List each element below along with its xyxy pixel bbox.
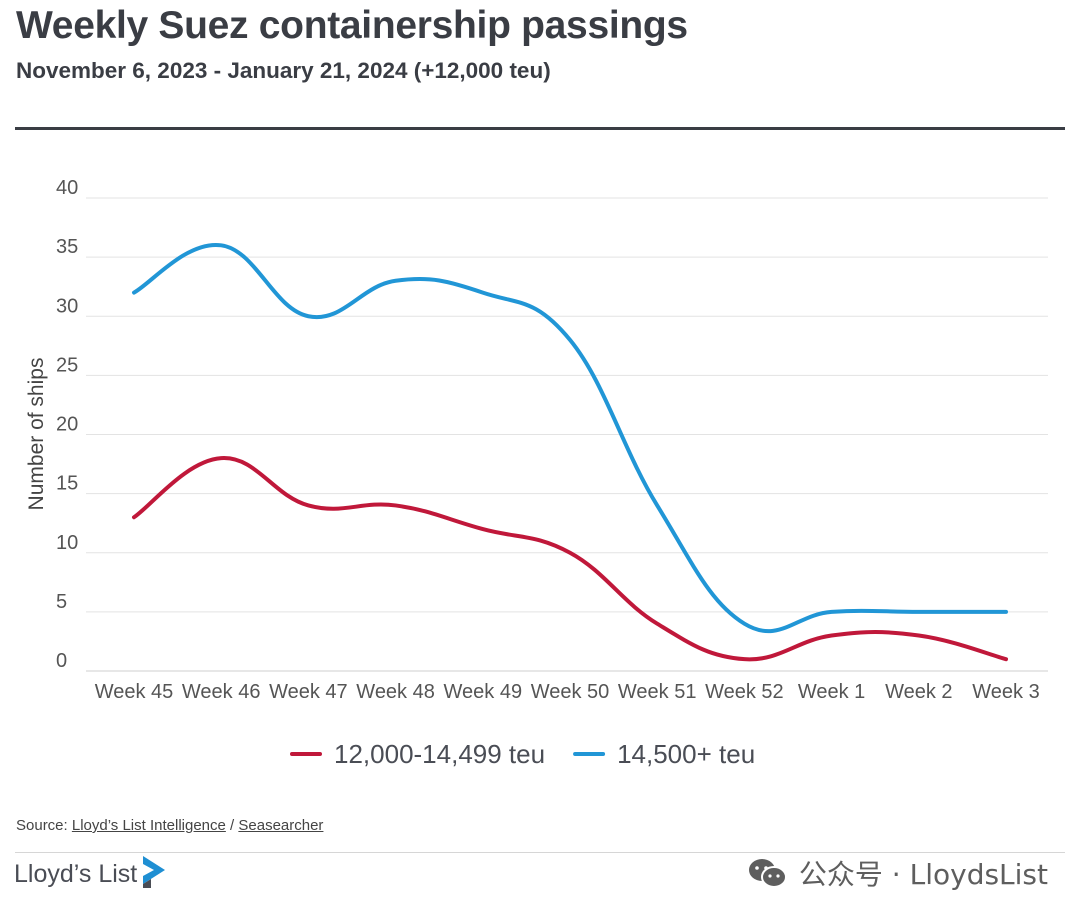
chart-subtitle: November 6, 2023 - January 21, 2024 (+12… (16, 58, 551, 83)
x-tick-label: Week 49 (444, 681, 523, 703)
wechat-icon (748, 859, 787, 888)
y-tick-label: 10 (56, 532, 78, 554)
watermark: 公众号 · LloydsList (747, 853, 1048, 893)
y-tick-label: 5 (56, 591, 67, 613)
series-line-2 (132, 243, 1008, 634)
y-axis-ticks: 0 5 10 15 20 25 30 35 40 (56, 177, 78, 672)
x-tick-label: Week 50 (531, 681, 610, 703)
chart-title: Weekly Suez containership passings (16, 4, 688, 47)
y-tick-label: 15 (56, 473, 78, 495)
series-line-1 (132, 456, 1008, 662)
source-separator: / (225, 817, 239, 834)
x-tick-label: Week 1 (798, 681, 865, 703)
header-divider (15, 127, 1065, 130)
brand-logo: Lloyd’s List (14, 855, 167, 889)
x-axis-ticks: Week 45 Week 46 Week 47 Week 48 Week 49 Week … (95, 681, 1040, 703)
legend-label-1: 12,000-14,499 teu (334, 739, 545, 769)
legend: 12,000-14,499 teu 14,500+ teu (290, 739, 755, 769)
x-tick-label: Week 48 (356, 681, 435, 703)
legend-label-2: 14,500+ teu (617, 739, 755, 769)
y-axis-label: Number of ships (25, 358, 48, 511)
x-tick-label: Week 45 (95, 681, 174, 703)
y-tick-label: 0 (56, 650, 67, 672)
y-tick-label: 20 (56, 414, 78, 436)
x-tick-label: Week 51 (618, 681, 697, 703)
source-link-seasearcher[interactable]: Seasearcher (238, 817, 324, 834)
x-tick-label: Week 52 (705, 681, 784, 703)
x-tick-label: Week 2 (885, 681, 952, 703)
x-tick-label: Week 3 (972, 681, 1039, 703)
lloyds-list-logo-icon (143, 855, 166, 888)
x-tick-label: Week 46 (182, 681, 261, 703)
watermark-text: 公众号 · LloydsList (798, 858, 1048, 891)
y-tick-label: 40 (56, 177, 78, 199)
y-tick-label: 25 (56, 354, 78, 376)
footer-divider (15, 852, 1065, 853)
source-prefix: Source: (16, 817, 72, 834)
y-tick-label: 30 (56, 295, 78, 317)
source-line: Source: Lloyd’s List Intelligence / Seas… (16, 817, 323, 834)
gridlines (86, 197, 1048, 672)
brand-name: Lloyd’s List (14, 860, 138, 888)
series-lines (132, 243, 1008, 662)
source-link-lloyds-list-intelligence[interactable]: Lloyd’s List Intelligence (71, 817, 226, 834)
y-tick-label: 35 (56, 236, 78, 258)
x-tick-label: Week 47 (269, 681, 348, 703)
